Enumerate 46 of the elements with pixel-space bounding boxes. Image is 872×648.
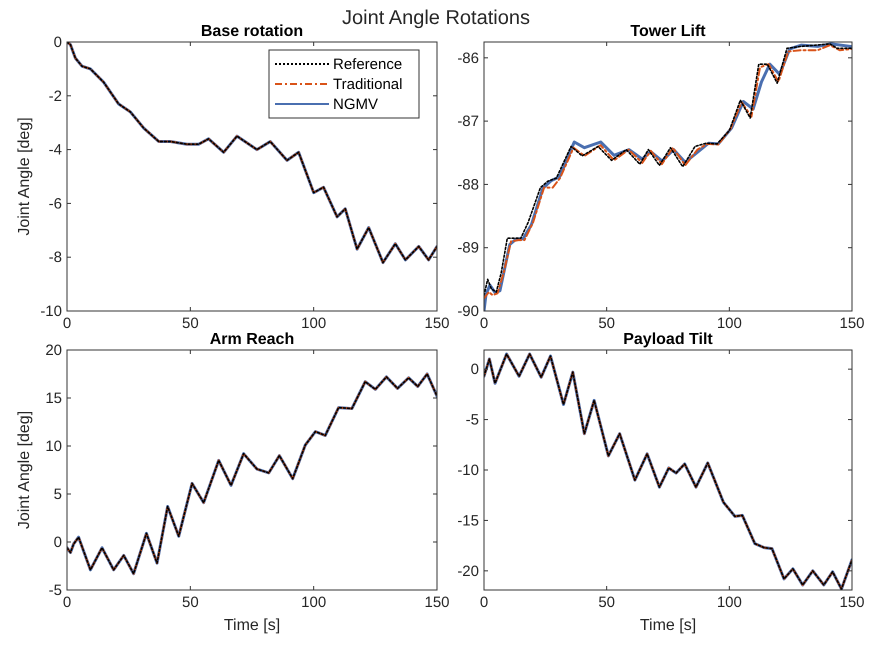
legend-label: Traditional bbox=[333, 76, 402, 93]
y-tick-label: -6 bbox=[48, 195, 62, 212]
y-tick-label: -4 bbox=[48, 142, 62, 159]
chart-title: Payload Tilt bbox=[623, 331, 714, 348]
chart-title: Tower Lift bbox=[630, 23, 706, 40]
y-tick-label: -89 bbox=[457, 240, 479, 257]
x-tick-label: 150 bbox=[839, 594, 865, 611]
y-tick-label: -88 bbox=[457, 176, 479, 194]
text: Joint Angle Rotations bbox=[342, 7, 530, 29]
chart-title: Base rotation bbox=[200, 23, 304, 40]
y-tick-label: 0 bbox=[54, 534, 62, 551]
x-axis-title: Time [s] bbox=[640, 617, 696, 634]
y-axis-title: Joint Angle [deg] bbox=[16, 117, 33, 236]
y-tick-label: -15 bbox=[457, 512, 479, 530]
legend-label: NGMV bbox=[333, 96, 378, 113]
x-tick-label: 50 bbox=[598, 315, 616, 332]
y-tick-label: 20 bbox=[45, 342, 62, 359]
x-tick-label: 100 bbox=[716, 315, 742, 332]
y-tick-label: 0 bbox=[470, 361, 479, 378]
y-tick-label: 0 bbox=[54, 34, 62, 51]
legend-label: Reference bbox=[333, 56, 402, 73]
y-tick-label: -86 bbox=[457, 50, 479, 67]
x-tick-label: 100 bbox=[301, 315, 326, 332]
y-tick-label: -5 bbox=[466, 412, 479, 429]
y-tick-label: 10 bbox=[45, 438, 62, 455]
x-tick-label: 100 bbox=[301, 594, 326, 611]
x-axis-title: Time [s] bbox=[224, 617, 280, 634]
x-tick-label: 150 bbox=[839, 315, 865, 332]
x-tick-label: 50 bbox=[598, 594, 616, 611]
y-tick-label: -90 bbox=[457, 303, 479, 320]
y-tick-label: 5 bbox=[54, 486, 62, 503]
x-tick-label: 50 bbox=[182, 315, 199, 332]
y-tick-label: -2 bbox=[48, 88, 62, 105]
x-tick-label: 150 bbox=[424, 315, 450, 332]
y-tick-label: -20 bbox=[457, 562, 479, 580]
y-tick-label: -8 bbox=[48, 249, 62, 266]
y-tick-label: 15 bbox=[45, 390, 62, 407]
x-tick-label: 100 bbox=[716, 594, 742, 611]
y-tick-label: -10 bbox=[457, 462, 479, 479]
y-tick-label: -5 bbox=[48, 582, 62, 599]
y-tick-label: -10 bbox=[40, 303, 62, 320]
x-tick-label: 150 bbox=[424, 594, 450, 611]
x-tick-label: 50 bbox=[182, 594, 199, 611]
y-axis-title: Joint Angle [deg] bbox=[16, 410, 33, 530]
chart-title: Arm Reach bbox=[210, 331, 294, 348]
y-tick-label: -87 bbox=[457, 113, 479, 130]
